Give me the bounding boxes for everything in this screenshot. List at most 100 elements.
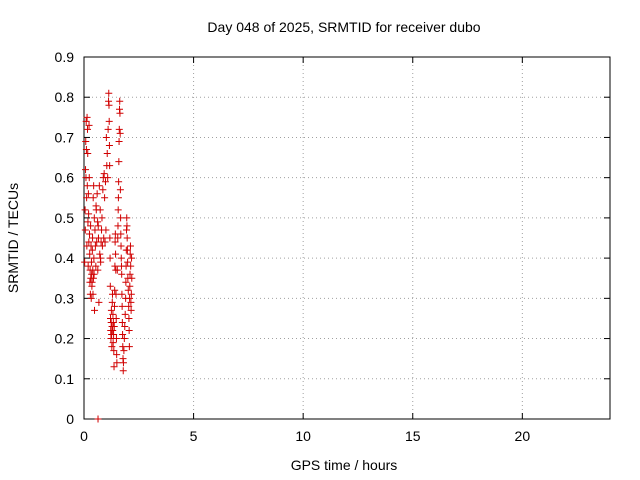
data-point xyxy=(109,327,117,335)
data-point xyxy=(125,314,133,322)
data-point xyxy=(107,306,115,314)
y-tick-label: 0.5 xyxy=(55,210,75,226)
data-point xyxy=(81,206,89,214)
data-point xyxy=(89,274,97,282)
data-point xyxy=(119,343,127,351)
data-point xyxy=(81,258,89,266)
data-point xyxy=(115,178,123,186)
x-tick-label: 0 xyxy=(80,428,88,444)
data-point xyxy=(123,222,131,230)
y-tick-label: 0.6 xyxy=(55,170,75,186)
data-point xyxy=(101,238,109,246)
data-point xyxy=(88,246,96,254)
data-point xyxy=(115,158,123,166)
y-tick-label: 0 xyxy=(66,411,74,427)
data-point xyxy=(82,137,90,145)
y-tick-label: 0.3 xyxy=(55,290,75,306)
data-point xyxy=(98,242,106,250)
data-point xyxy=(105,101,113,109)
data-point xyxy=(90,254,98,262)
data-point xyxy=(126,282,134,290)
data-point xyxy=(127,262,135,270)
data-point xyxy=(109,310,117,318)
y-tick-label: 0.9 xyxy=(55,49,75,65)
data-point xyxy=(110,347,118,355)
y-tick-label: 0.8 xyxy=(55,89,75,105)
grid xyxy=(84,57,610,419)
data-point xyxy=(84,262,92,270)
data-point xyxy=(118,270,126,278)
data-point xyxy=(82,146,90,154)
data-point xyxy=(106,282,114,290)
data-point xyxy=(118,302,126,310)
data-point xyxy=(108,343,116,351)
data-point xyxy=(105,117,113,125)
x-axis-label: GPS time / hours xyxy=(291,457,398,473)
data-point xyxy=(102,226,110,234)
plot-frame xyxy=(83,56,611,420)
data-point xyxy=(106,162,114,170)
data-point xyxy=(94,218,102,226)
data-point xyxy=(87,222,95,230)
data-point xyxy=(98,214,106,222)
data-point xyxy=(97,258,105,266)
data-point xyxy=(118,318,126,326)
data-point xyxy=(92,262,100,270)
y-tick-label: 0.7 xyxy=(55,129,75,145)
data-point xyxy=(127,298,135,306)
data-point xyxy=(82,166,90,174)
data-point xyxy=(106,234,114,242)
data-point xyxy=(81,226,89,234)
data-point xyxy=(84,218,92,226)
data-point xyxy=(96,250,104,258)
data-point xyxy=(117,214,125,222)
data-point xyxy=(121,310,129,318)
data-point xyxy=(114,222,122,230)
data-point xyxy=(123,214,131,222)
data-point xyxy=(108,298,116,306)
data-point xyxy=(116,129,124,137)
data-point xyxy=(104,125,112,133)
data-point xyxy=(84,125,92,133)
data-point xyxy=(112,250,120,258)
data-point xyxy=(117,242,125,250)
data-point xyxy=(125,343,133,351)
data-point xyxy=(109,318,117,326)
data-point xyxy=(117,230,125,238)
data-points xyxy=(81,89,136,423)
data-point xyxy=(89,194,97,202)
data-point xyxy=(119,331,127,339)
data-point xyxy=(93,190,101,198)
data-point xyxy=(105,89,113,97)
data-point xyxy=(100,170,108,178)
data-point xyxy=(112,290,120,298)
x-tick-label: 10 xyxy=(295,428,311,444)
data-point xyxy=(118,290,126,298)
data-point xyxy=(91,306,99,314)
data-point xyxy=(90,270,98,278)
data-point xyxy=(125,302,133,310)
data-point xyxy=(104,174,112,182)
data-point xyxy=(106,254,114,262)
x-tick-label: 20 xyxy=(515,428,531,444)
data-point xyxy=(85,230,93,238)
data-point xyxy=(124,286,132,294)
data-point xyxy=(123,246,131,254)
data-point xyxy=(103,150,111,158)
data-point xyxy=(126,242,134,250)
data-point xyxy=(101,178,109,186)
data-point xyxy=(85,121,93,129)
data-point xyxy=(124,258,132,266)
data-point xyxy=(113,351,121,359)
data-point xyxy=(83,194,91,202)
data-point xyxy=(126,250,134,258)
data-point xyxy=(91,226,99,234)
data-point xyxy=(109,339,117,347)
data-point xyxy=(87,294,95,302)
data-point xyxy=(127,306,135,314)
axis-ticks: 0 0.1 0.2 0.3 0.4 0.5 0.6 0.7 0.8 0.9 0 5 10 15 20 xyxy=(55,49,610,444)
data-point xyxy=(126,270,134,278)
data-point xyxy=(110,363,118,371)
